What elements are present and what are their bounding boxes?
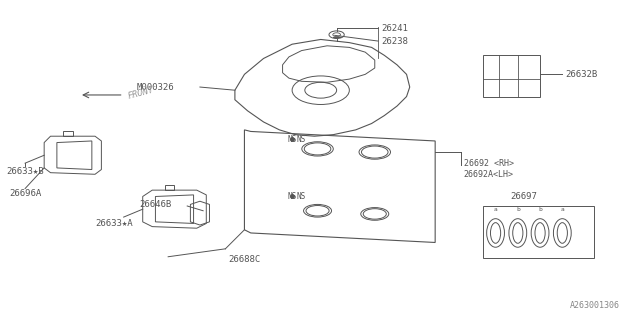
Text: 26238: 26238 [381, 36, 408, 45]
Text: FRONT: FRONT [127, 85, 155, 101]
Text: NS: NS [287, 135, 297, 144]
Text: 26646B: 26646B [140, 200, 172, 209]
Text: 26241: 26241 [381, 24, 408, 33]
Text: b: b [516, 207, 520, 212]
Text: 26633★A: 26633★A [95, 219, 133, 228]
Text: NS: NS [287, 192, 297, 201]
Text: M000326: M000326 [136, 83, 174, 92]
Text: 26633★B: 26633★B [6, 167, 44, 176]
Text: a: a [493, 207, 497, 212]
Text: 26697: 26697 [511, 192, 538, 201]
Text: NS: NS [296, 135, 306, 144]
Text: A263001306: A263001306 [570, 301, 620, 310]
Text: a: a [561, 207, 564, 212]
Text: NS: NS [296, 192, 306, 201]
Text: 26696A: 26696A [9, 189, 41, 198]
Text: 26688C: 26688C [228, 255, 260, 264]
Text: 26692A<LH>: 26692A<LH> [464, 170, 514, 179]
Text: b: b [538, 207, 542, 212]
Bar [483, 206, 594, 258]
Bar [483, 55, 540, 97]
Text: 26632B: 26632B [566, 70, 598, 79]
Text: 26692 <RH>: 26692 <RH> [464, 159, 514, 168]
